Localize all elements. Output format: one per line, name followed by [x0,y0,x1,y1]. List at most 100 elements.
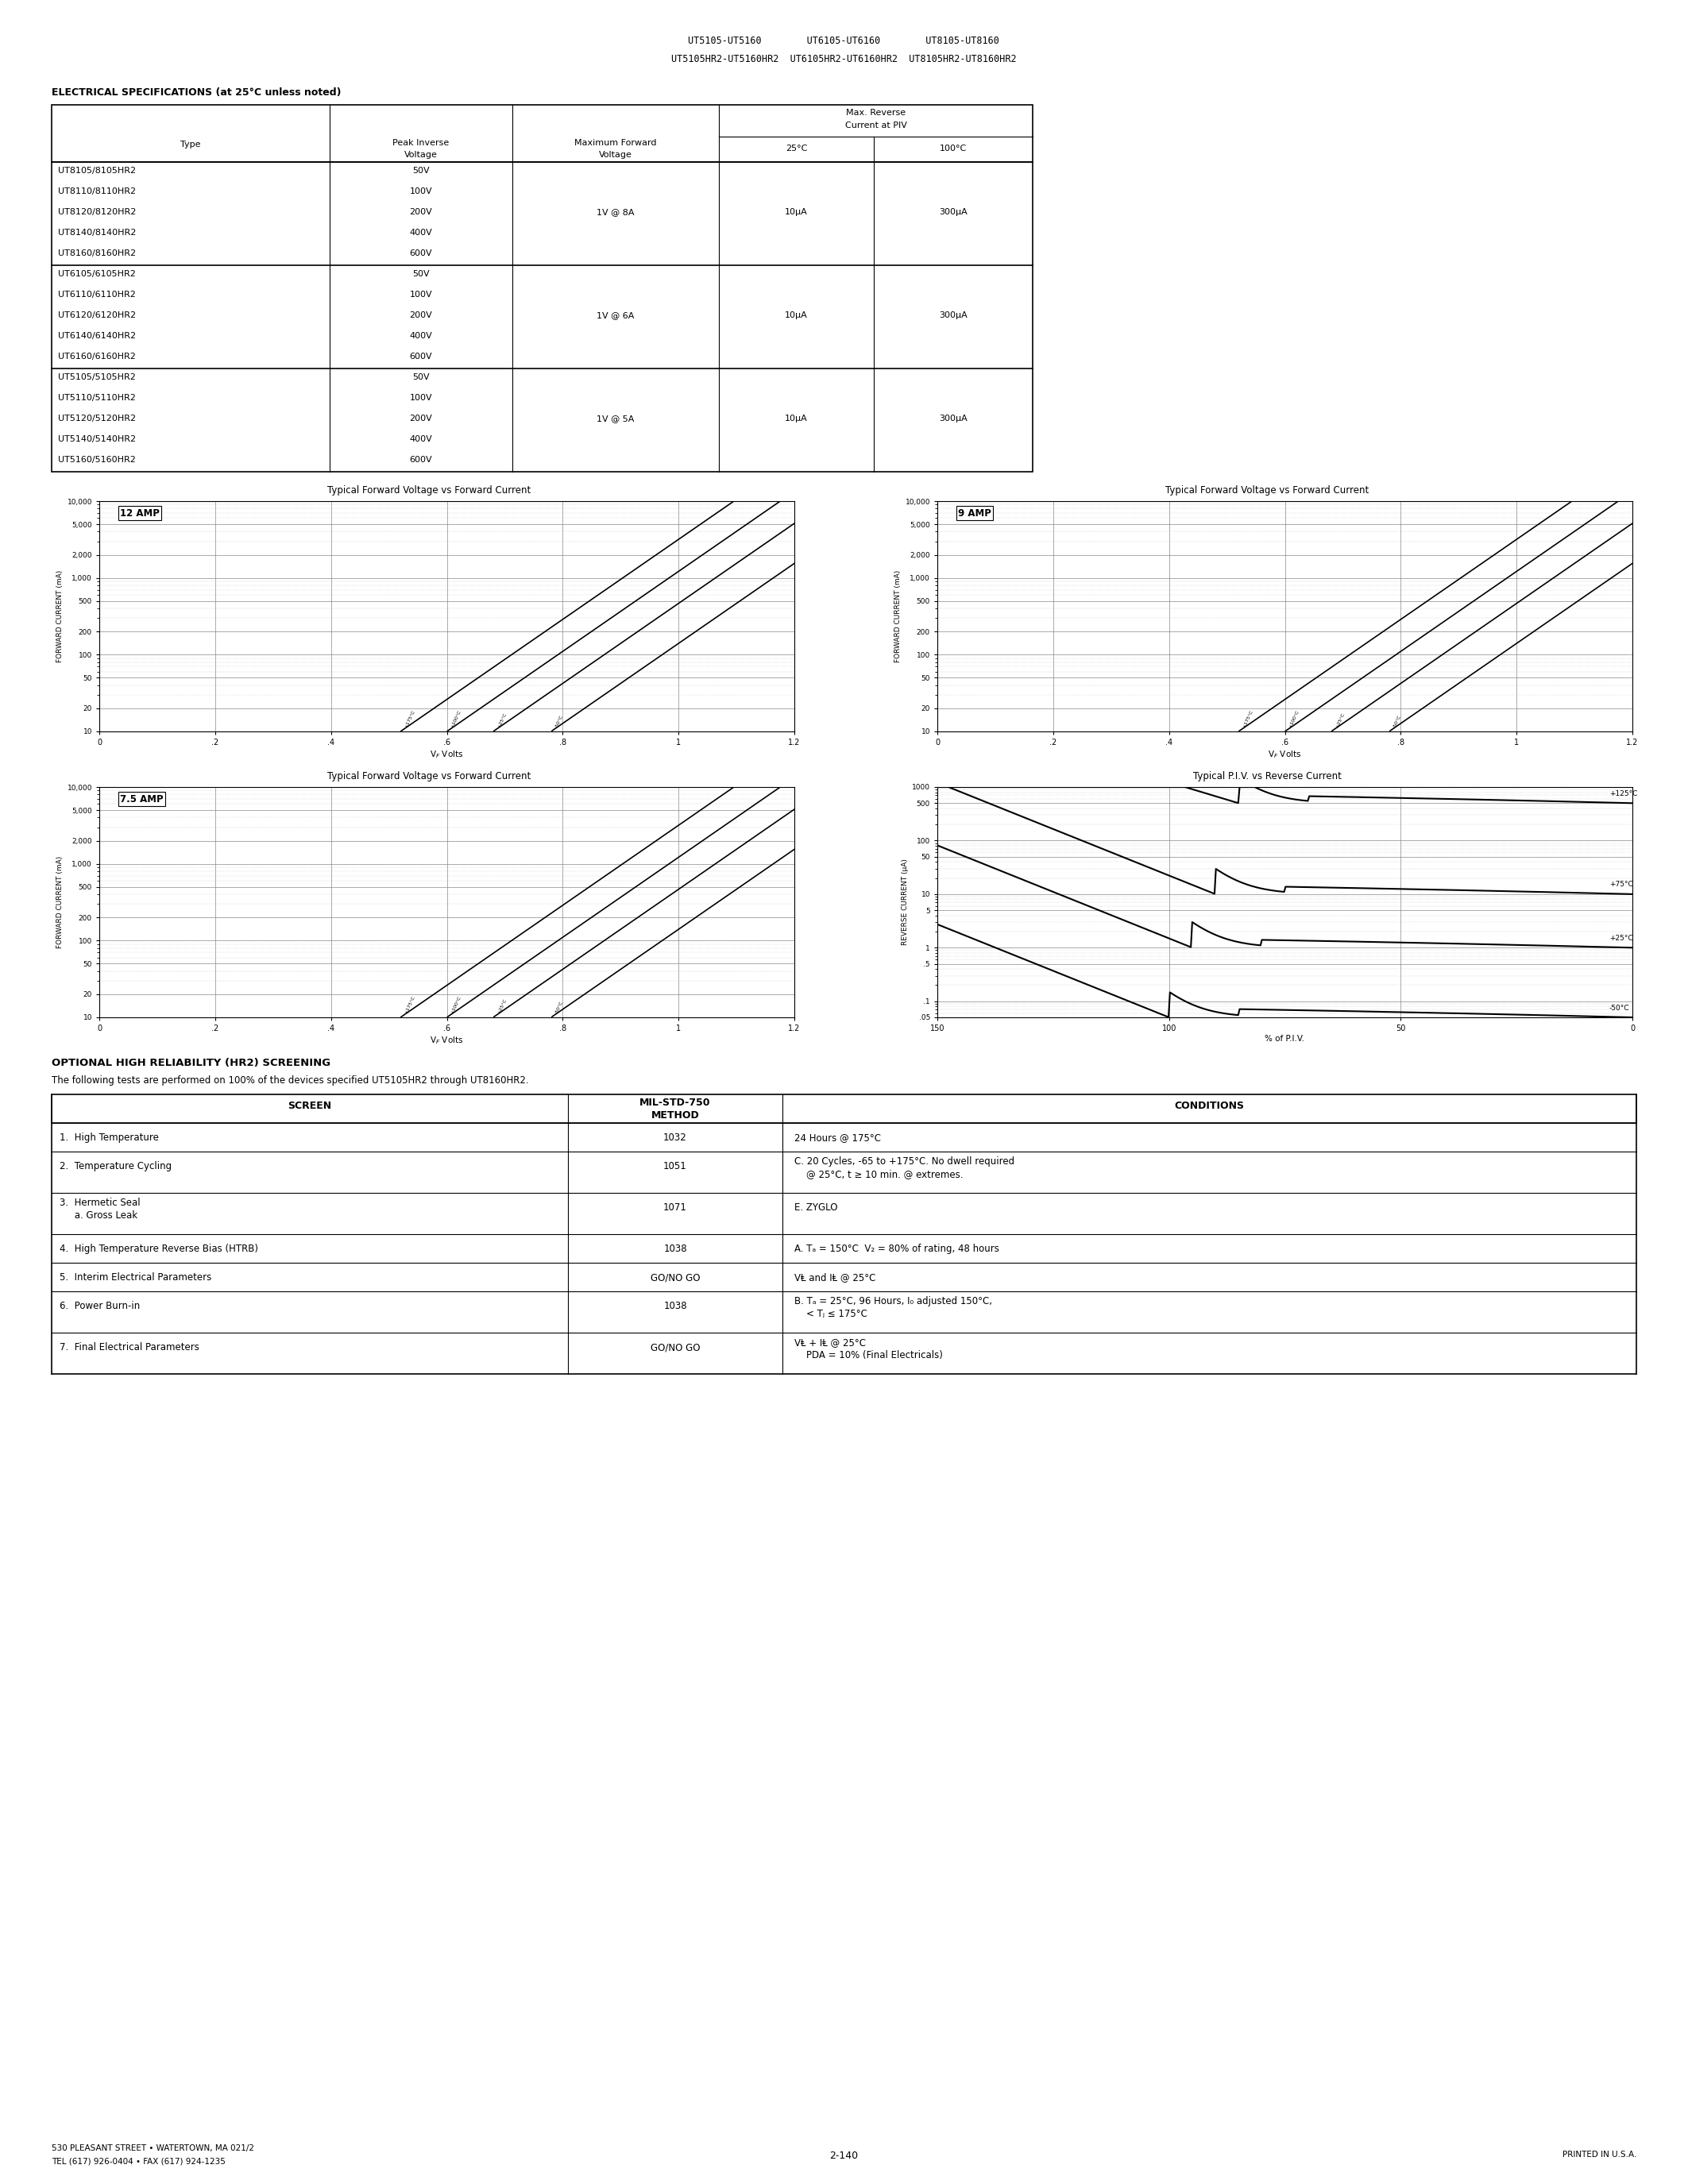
Text: Peak Inverse: Peak Inverse [393,140,449,146]
Text: UT8110/8110HR2: UT8110/8110HR2 [57,188,137,194]
Text: +175°C: +175°C [403,710,415,727]
Text: UT8105/8105HR2: UT8105/8105HR2 [57,166,137,175]
Text: Max. Reverse: Max. Reverse [846,109,905,116]
Text: B. Tₐ = 25°C, 96 Hours, I₀ adjusted 150°C,: B. Tₐ = 25°C, 96 Hours, I₀ adjusted 150°… [795,1295,993,1306]
Text: +25°C: +25°C [1335,712,1345,727]
Text: 600V: 600V [410,249,432,258]
Text: 10μA: 10μA [785,415,809,422]
Text: 24 Hours @ 175°C: 24 Hours @ 175°C [795,1133,881,1142]
Text: 400V: 400V [410,332,432,341]
Text: 1.  High Temperature: 1. High Temperature [59,1133,159,1142]
Text: 530 PLEASANT STREET • WATERTOWN, MA 021/2: 530 PLEASANT STREET • WATERTOWN, MA 021/… [52,2145,255,2151]
Text: UT5105HR2-UT5160HR2  UT6105HR2-UT6160HR2  UT8105HR2-UT8160HR2: UT5105HR2-UT5160HR2 UT6105HR2-UT6160HR2 … [672,55,1016,63]
Text: +25°C: +25°C [1609,935,1632,941]
Text: 1V @ 5A: 1V @ 5A [598,415,635,422]
Text: GO/NO GO: GO/NO GO [650,1273,701,1282]
Text: METHOD: METHOD [652,1109,699,1120]
Text: VⱠ and IⱠ @ 25°C: VⱠ and IⱠ @ 25°C [795,1273,876,1282]
Text: The following tests are performed on 100% of the devices specified UT5105HR2 thr: The following tests are performed on 100… [52,1075,528,1085]
Text: a. Gross Leak: a. Gross Leak [59,1210,137,1221]
Text: Typical Forward Voltage vs Forward Current: Typical Forward Voltage vs Forward Curre… [327,485,530,496]
Text: +25°C: +25°C [496,712,508,727]
Text: 2-140: 2-140 [829,2151,858,2160]
Text: < Tⱼ ≤ 175°C: < Tⱼ ≤ 175°C [795,1308,868,1319]
Text: Maximum Forward: Maximum Forward [574,140,657,146]
X-axis label: % of P.I.V.: % of P.I.V. [1264,1035,1305,1042]
Y-axis label: REVERSE CURRENT (μA): REVERSE CURRENT (μA) [901,858,908,946]
Text: 200V: 200V [410,312,432,319]
Text: UT6120/6120HR2: UT6120/6120HR2 [57,312,137,319]
Text: MIL-STD-750: MIL-STD-750 [640,1099,711,1107]
Text: C. 20 Cycles, -65 to +175°C. No dwell required: C. 20 Cycles, -65 to +175°C. No dwell re… [795,1155,1014,1166]
Y-axis label: FORWARD CURRENT (mA): FORWARD CURRENT (mA) [57,856,64,948]
Text: 100°C: 100°C [940,144,967,153]
Text: Voltage: Voltage [405,151,437,159]
Text: 50V: 50V [412,271,429,277]
Text: 50V: 50V [412,166,429,175]
Text: -50°C: -50°C [555,1000,564,1013]
Text: PRINTED IN U.S.A.: PRINTED IN U.S.A. [1561,2151,1636,2158]
Text: Current at PIV: Current at PIV [846,122,906,129]
Text: 9 AMP: 9 AMP [959,509,991,518]
Text: 25°C: 25°C [785,144,807,153]
Text: 4.  High Temperature Reverse Bias (HTRB): 4. High Temperature Reverse Bias (HTRB) [59,1243,258,1254]
Text: 600V: 600V [410,352,432,360]
Text: UT6140/6140HR2: UT6140/6140HR2 [57,332,137,341]
Text: UT6110/6110HR2: UT6110/6110HR2 [57,290,135,299]
Text: ELECTRICAL SPECIFICATIONS (at 25°C unless noted): ELECTRICAL SPECIFICATIONS (at 25°C unles… [52,87,341,98]
Text: 10μA: 10μA [785,312,809,319]
Text: 1071: 1071 [663,1203,687,1212]
Text: 1032: 1032 [663,1133,687,1142]
Text: UT8120/8120HR2: UT8120/8120HR2 [57,207,137,216]
Text: UT8160/8160HR2: UT8160/8160HR2 [57,249,137,258]
Text: UT5110/5110HR2: UT5110/5110HR2 [57,393,135,402]
Text: UT5140/5140HR2: UT5140/5140HR2 [57,435,137,443]
Text: Type: Type [181,140,201,149]
Bar [52,162,1033,472]
X-axis label: V$_F$ Volts: V$_F$ Volts [1268,749,1301,760]
Text: 100V: 100V [410,393,432,402]
Text: CONDITIONS: CONDITIONS [1175,1101,1244,1112]
Text: 400V: 400V [410,229,432,236]
Text: UT5120/5120HR2: UT5120/5120HR2 [57,415,137,422]
Bar [52,105,1033,162]
Text: 7.  Final Electrical Parameters: 7. Final Electrical Parameters [59,1343,199,1352]
Text: +125°C: +125°C [1609,791,1637,797]
Text: Voltage: Voltage [599,151,633,159]
Text: 1V @ 8A: 1V @ 8A [598,207,635,216]
Text: 1V @ 6A: 1V @ 6A [598,312,635,319]
Text: 6.  Power Burn-in: 6. Power Burn-in [59,1302,140,1310]
X-axis label: V$_F$ Volts: V$_F$ Volts [430,1035,464,1046]
Text: +100°C: +100°C [451,710,463,727]
Text: +25°C: +25°C [496,998,508,1013]
Text: 7.5 AMP: 7.5 AMP [120,795,164,804]
Text: -50°C: -50°C [1393,714,1403,727]
Text: UT5105-UT5160        UT6105-UT6160        UT8105-UT8160: UT5105-UT5160 UT6105-UT6160 UT8105-UT816… [689,35,999,46]
Text: UT8140/8140HR2: UT8140/8140HR2 [57,229,137,236]
Text: 50V: 50V [412,373,429,382]
Text: 100V: 100V [410,290,432,299]
Text: E. ZYGLO: E. ZYGLO [795,1203,837,1212]
Text: 200V: 200V [410,207,432,216]
Text: +75°C: +75°C [1609,880,1632,889]
Text: 400V: 400V [410,435,432,443]
Text: 2.  Temperature Cycling: 2. Temperature Cycling [59,1162,172,1171]
Text: 600V: 600V [410,456,432,463]
Text: 1051: 1051 [663,1162,687,1171]
Text: 300μA: 300μA [939,415,967,422]
Text: UT6160/6160HR2: UT6160/6160HR2 [57,352,135,360]
X-axis label: V$_F$ Volts: V$_F$ Volts [430,749,464,760]
Text: SCREEN: SCREEN [289,1101,331,1112]
Y-axis label: FORWARD CURRENT (mA): FORWARD CURRENT (mA) [57,570,64,662]
Text: -50°C: -50°C [1609,1005,1629,1011]
Text: UT5105/5105HR2: UT5105/5105HR2 [57,373,135,382]
Text: 3.  Hermetic Seal: 3. Hermetic Seal [59,1197,140,1208]
Text: +100°C: +100°C [1288,710,1300,727]
Text: GO/NO GO: GO/NO GO [650,1343,701,1352]
Text: OPTIONAL HIGH RELIABILITY (HR2) SCREENING: OPTIONAL HIGH RELIABILITY (HR2) SCREENIN… [52,1057,331,1068]
Text: +100°C: +100°C [451,996,463,1013]
Text: 12 AMP: 12 AMP [120,509,160,518]
Text: 200V: 200V [410,415,432,422]
Y-axis label: FORWARD CURRENT (mA): FORWARD CURRENT (mA) [895,570,901,662]
Text: +175°C: +175°C [1242,710,1254,727]
